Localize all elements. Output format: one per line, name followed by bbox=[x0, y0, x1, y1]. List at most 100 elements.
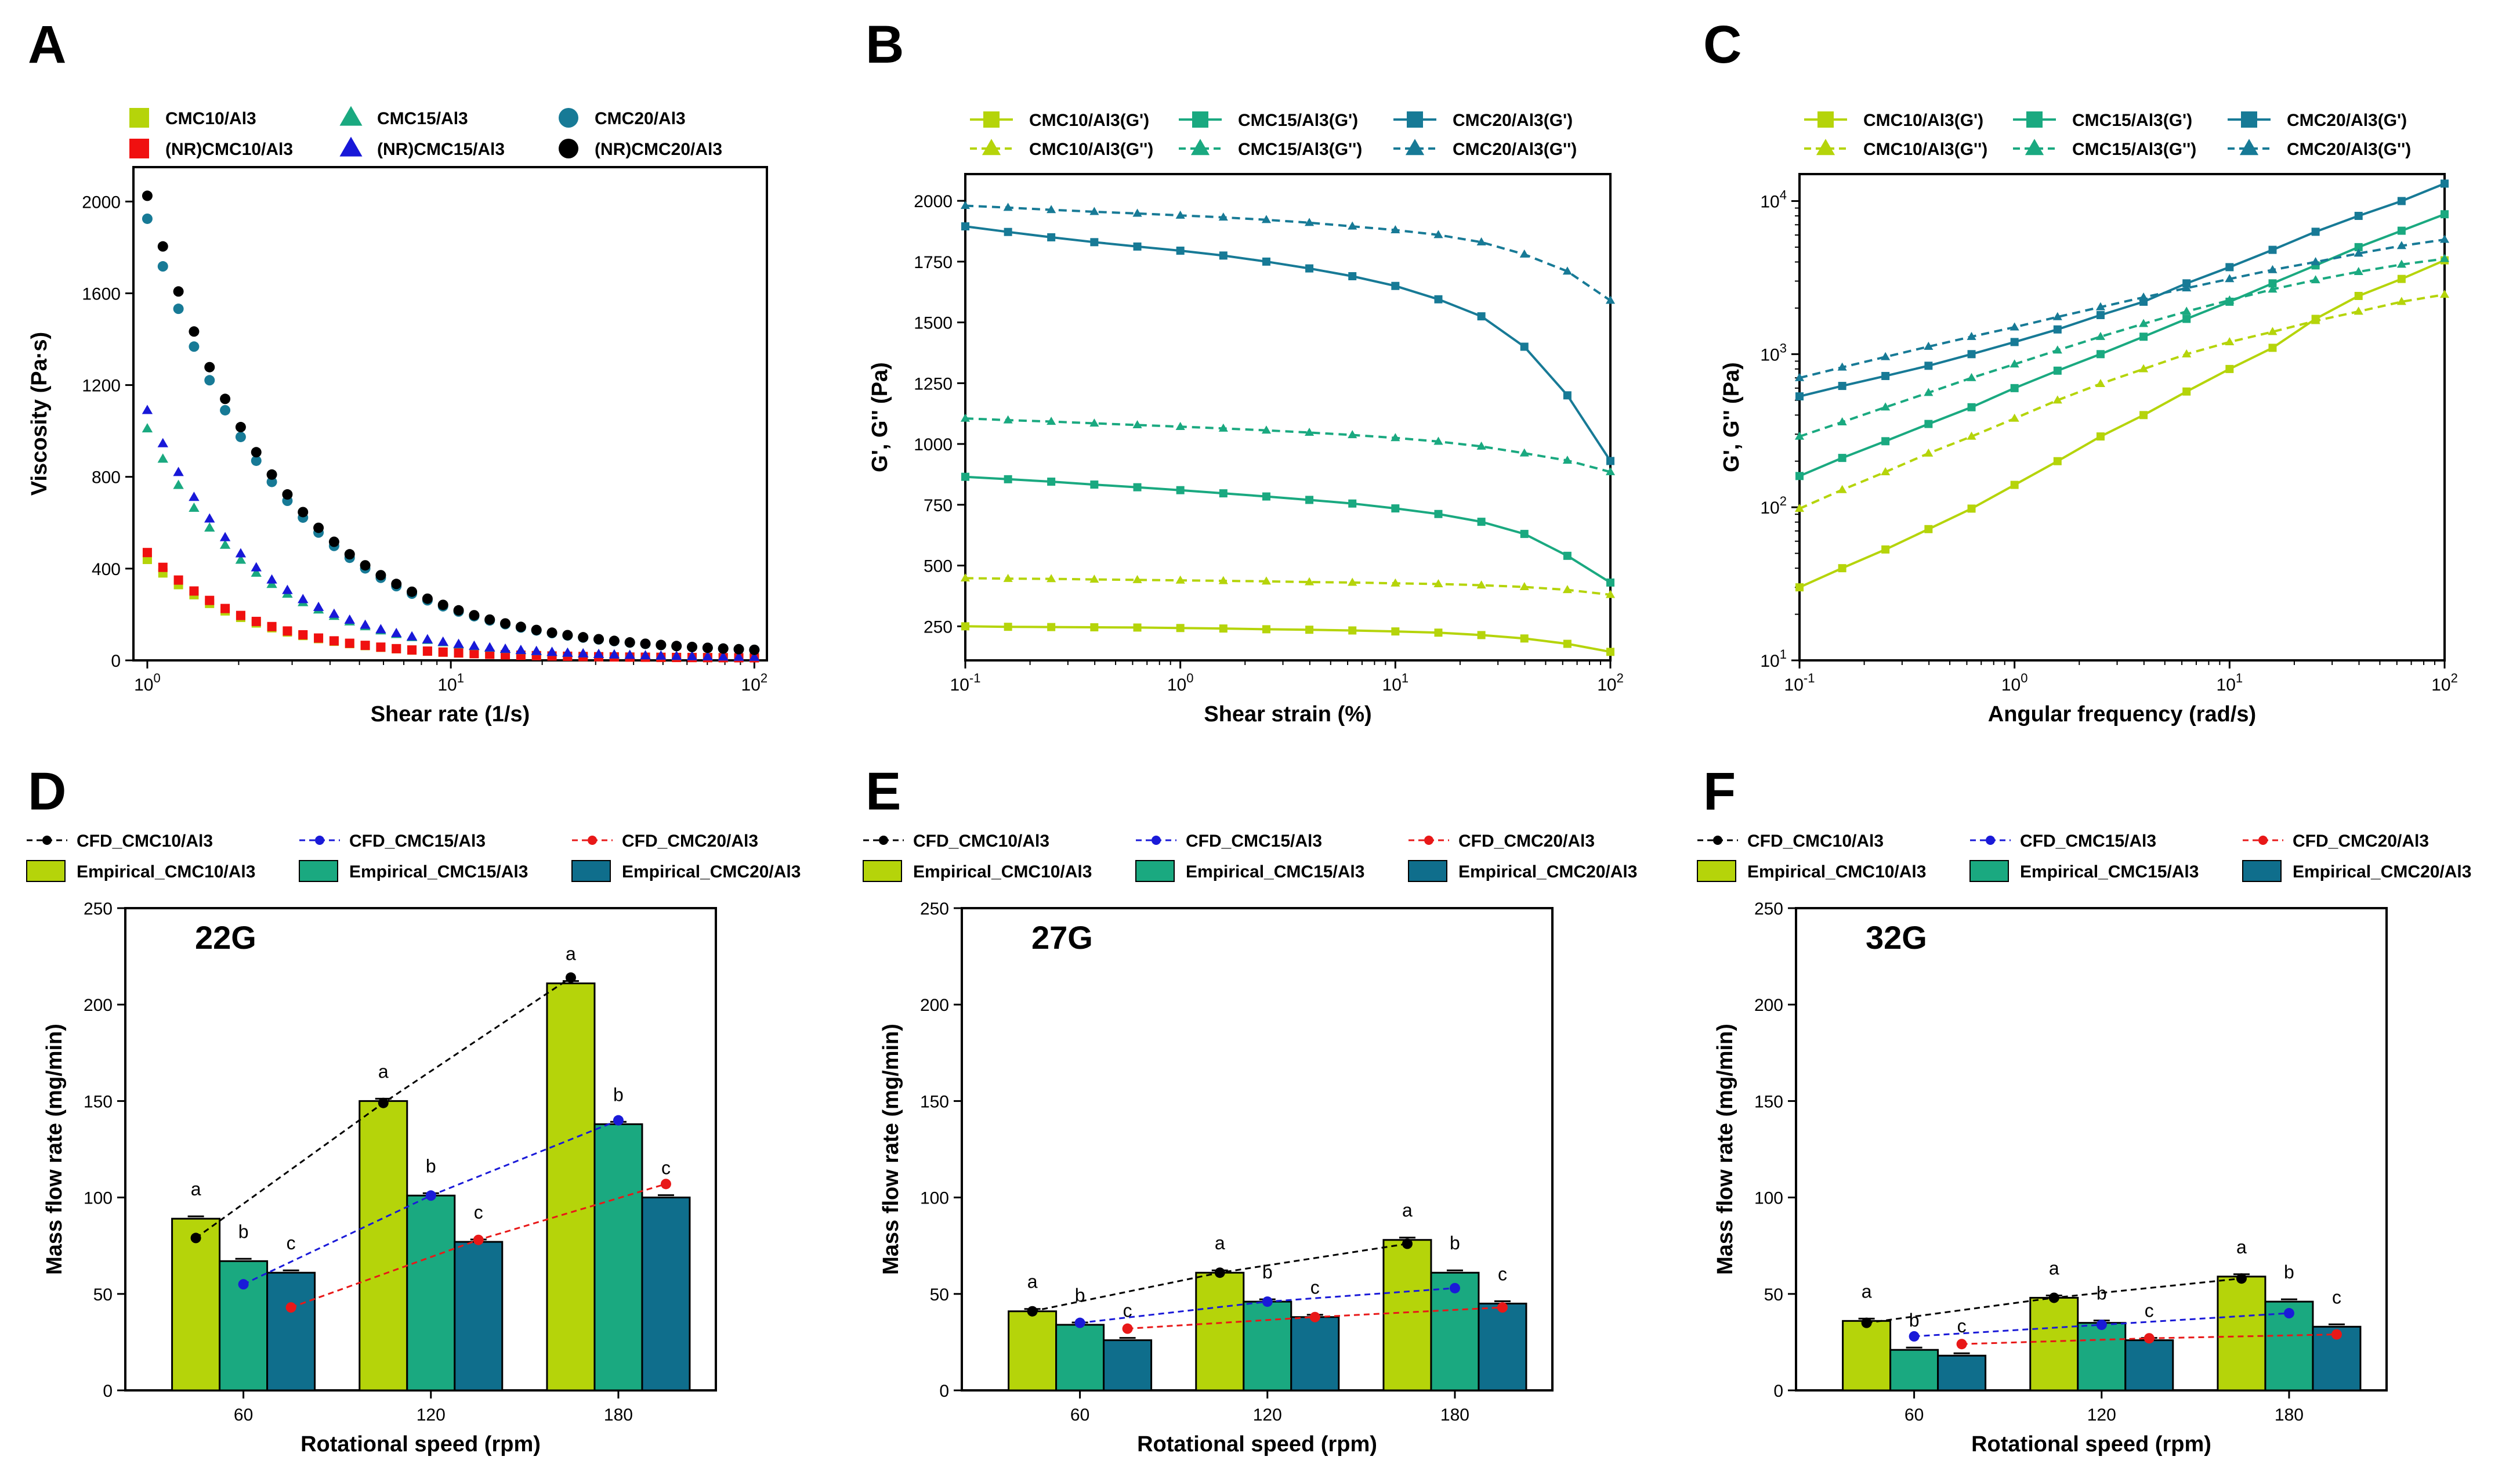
data-point bbox=[1305, 496, 1314, 504]
y-axis-title: Viscosity (Pa·s) bbox=[27, 332, 52, 496]
bar-series-Empirical_CMC20/Al3: c c c bbox=[1103, 1263, 1527, 1392]
data-point bbox=[1089, 574, 1099, 583]
data-point bbox=[2441, 210, 2449, 219]
data-point bbox=[1563, 551, 1572, 560]
series-line bbox=[965, 475, 1612, 584]
series-(NR)CMC20/Al3 bbox=[142, 190, 760, 655]
cfd-point bbox=[1214, 1267, 1225, 1278]
data-point bbox=[189, 492, 200, 501]
panel-d: D 0 50 100 150 200 250 60 120 180 22G Rotational sp… bbox=[26, 762, 801, 1457]
data-point bbox=[1132, 208, 1142, 217]
data-point bbox=[1047, 233, 1056, 241]
cfd-point bbox=[473, 1234, 484, 1245]
data-point bbox=[2441, 179, 2449, 188]
data-point bbox=[422, 646, 432, 656]
data-point bbox=[2053, 325, 2062, 334]
x-tick-label: 101 bbox=[1382, 671, 1409, 695]
data-point bbox=[220, 603, 230, 613]
legend-label: CFD_CMC10/Al3 bbox=[77, 832, 213, 851]
data-point bbox=[1433, 230, 1443, 238]
bar bbox=[1103, 1339, 1153, 1392]
data-point bbox=[251, 447, 262, 458]
data-point bbox=[1795, 392, 1804, 401]
data-point bbox=[1047, 623, 1056, 631]
y-tick-label: 50 bbox=[93, 1285, 113, 1304]
data-point bbox=[1004, 475, 1012, 483]
data-point bbox=[2095, 379, 2105, 388]
data-point bbox=[1261, 215, 1271, 223]
series-CMC20/Al3(G') bbox=[961, 222, 1614, 465]
data-point bbox=[1924, 362, 1933, 370]
legend-label: CMC15/Al3(G'') bbox=[2072, 140, 2196, 159]
bar bbox=[593, 1123, 643, 1392]
data-point bbox=[189, 503, 200, 512]
data-point bbox=[1477, 312, 1486, 321]
cfd-series-CFD_CMC20/Al3 bbox=[1956, 1329, 2342, 1350]
data-point bbox=[173, 303, 184, 315]
data-point bbox=[749, 644, 760, 655]
data-point bbox=[1133, 483, 1142, 492]
legend-label: Empirical_CMC10/Al3 bbox=[77, 862, 255, 881]
bar-series-Empirical_CMC20/Al3: c c c bbox=[266, 1158, 691, 1392]
data-point bbox=[1476, 441, 1486, 450]
data-point bbox=[235, 554, 247, 564]
data-point bbox=[1176, 624, 1185, 633]
significance-letter: c bbox=[1123, 1300, 1132, 1321]
data-point bbox=[469, 640, 480, 650]
data-point bbox=[2139, 292, 2149, 301]
legend-label: Empirical_CMC20/Al3 bbox=[2293, 862, 2471, 881]
cfd-series-CFD_CMC15/Al3 bbox=[238, 1115, 624, 1290]
series-line bbox=[1799, 293, 2445, 510]
cfd-point bbox=[1402, 1238, 1413, 1249]
legend-label: Empirical_CMC15/Al3 bbox=[1186, 862, 1364, 881]
data-point bbox=[960, 413, 971, 422]
data-point bbox=[960, 573, 971, 581]
legend-marker bbox=[588, 836, 597, 845]
data-point bbox=[2396, 297, 2406, 305]
data-point bbox=[1089, 207, 1099, 215]
y-axis-title: Mass flow rate (mg/min) bbox=[879, 1024, 903, 1275]
data-point bbox=[1090, 238, 1099, 247]
series-(NR)CMC15/Al3 bbox=[142, 404, 760, 661]
legend-label: CFD_CMC20/Al3 bbox=[1458, 832, 1595, 851]
data-point bbox=[2268, 344, 2277, 352]
data-point bbox=[1794, 373, 1805, 381]
data-point bbox=[671, 641, 682, 652]
legend-marker bbox=[2239, 139, 2259, 156]
bar bbox=[546, 982, 596, 1392]
significance-letter: a bbox=[1862, 1281, 1872, 1302]
data-point bbox=[1606, 648, 1614, 656]
data-point bbox=[219, 532, 231, 541]
panel-label-e: E bbox=[866, 762, 901, 821]
legend-swatch bbox=[1697, 860, 1736, 882]
legend-label: CMC15/Al3(G'') bbox=[1238, 140, 1362, 159]
bar bbox=[1243, 1300, 1292, 1392]
series-line bbox=[1799, 238, 2445, 380]
data-point bbox=[142, 548, 152, 558]
data-point bbox=[1391, 504, 1400, 513]
significance-letter: b bbox=[1450, 1233, 1460, 1253]
data-point bbox=[1562, 266, 1572, 275]
legend-label: CMC20/Al3 bbox=[595, 109, 686, 128]
panel-f: F 0 50 100 150 200 250 60 120 180 32G Rotational sp… bbox=[1697, 762, 2471, 1457]
series-line bbox=[1799, 257, 2445, 438]
data-point bbox=[1003, 203, 1013, 211]
data-point bbox=[2225, 274, 2235, 283]
legend-marker bbox=[1986, 836, 1995, 845]
data-point bbox=[453, 605, 464, 616]
panel-label-f: F bbox=[1703, 762, 1736, 821]
data-point bbox=[2354, 291, 2363, 300]
data-point bbox=[1967, 504, 1976, 513]
data-point bbox=[157, 438, 168, 447]
x-tick-label: 10-1 bbox=[950, 671, 981, 695]
data-point bbox=[2354, 248, 2363, 257]
cfd-point bbox=[425, 1190, 436, 1201]
legend-marker bbox=[2025, 139, 2044, 156]
bar bbox=[1055, 1324, 1105, 1392]
data-point bbox=[219, 539, 231, 549]
bar bbox=[406, 1194, 456, 1392]
data-point bbox=[2225, 263, 2234, 272]
data-point bbox=[1047, 574, 1056, 583]
data-point bbox=[2311, 257, 2320, 266]
data-point bbox=[485, 649, 495, 659]
